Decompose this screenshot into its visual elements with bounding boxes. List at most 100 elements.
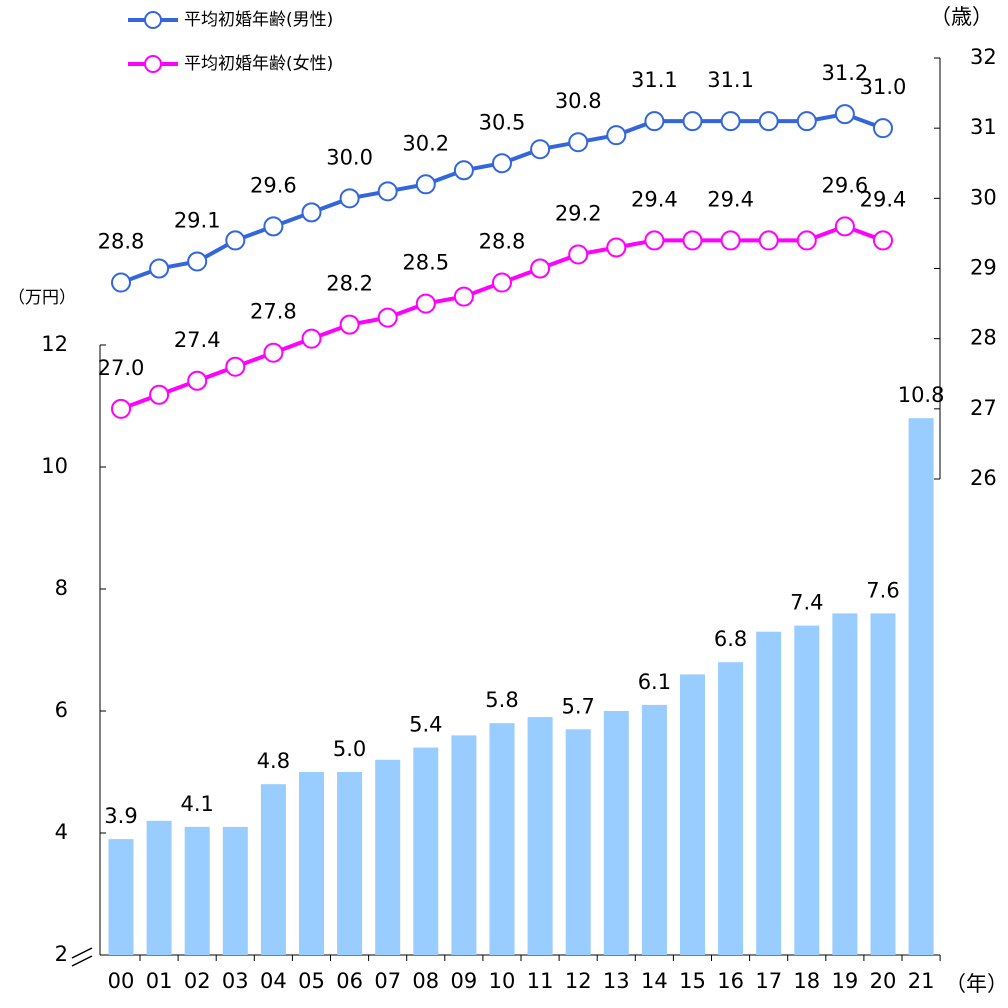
line-marker	[720, 230, 741, 251]
x-tick-label: 04	[260, 969, 287, 993]
x-tick-label: 00	[108, 969, 135, 993]
y-tick-label: 6	[55, 698, 68, 722]
bar	[413, 747, 439, 955]
x-tick-label: 13	[603, 969, 630, 993]
line	[120, 112, 884, 285]
bar	[337, 772, 363, 955]
line-value-label: 31.2	[822, 61, 869, 85]
line-marker	[530, 139, 551, 160]
y2-tick-label: 27	[970, 396, 997, 420]
bar-value-label: 7.4	[790, 591, 823, 615]
line-marker	[682, 111, 703, 132]
line-marker	[187, 370, 208, 391]
bar	[184, 826, 210, 955]
line-value-label: 31.1	[707, 68, 754, 92]
line-value-label: 27.0	[98, 356, 145, 380]
line-marker	[415, 174, 436, 195]
line-value-label: 28.5	[402, 251, 449, 275]
line-value-label: 30.0	[326, 145, 373, 169]
line-marker	[111, 398, 131, 419]
x-tick-label: 21	[908, 969, 935, 993]
bar	[908, 418, 934, 955]
x-tick-label: 15	[679, 969, 706, 993]
line-marker	[225, 230, 246, 251]
bar-value-label: 4.8	[257, 749, 290, 773]
line-marker	[758, 230, 779, 251]
x-tick-label: 14	[641, 969, 668, 993]
bar-value-label: 10.8	[898, 383, 945, 407]
x-tick-label: 11	[527, 969, 554, 993]
x-tick-label: 16	[717, 969, 744, 993]
line-value-label: 31.0	[860, 75, 907, 99]
legend-marker	[144, 55, 162, 73]
bar	[222, 826, 248, 955]
line-value-label: 30.2	[402, 131, 449, 155]
bar	[794, 625, 820, 955]
bar	[489, 723, 515, 955]
y-unit: （万円）	[8, 288, 76, 308]
bar-value-label: 5.4	[409, 713, 442, 737]
line-marker	[682, 230, 703, 251]
bar-value-label: 5.8	[485, 688, 518, 712]
line-value-label: 29.4	[860, 187, 907, 211]
y-tick-label: 10	[41, 454, 68, 478]
y2-tick-label: 32	[970, 45, 997, 69]
line-marker	[758, 111, 779, 132]
line-marker	[492, 153, 512, 174]
legend-marker	[144, 11, 162, 29]
line-value-label: 28.2	[326, 272, 373, 296]
line-marker	[263, 342, 284, 363]
bar	[299, 772, 324, 955]
line-value-label: 29.6	[250, 173, 297, 197]
line-value-label: 27.4	[174, 328, 221, 352]
line-marker	[263, 216, 284, 237]
bar-value-label: 5.0	[333, 737, 366, 761]
bar-value-label: 5.7	[561, 694, 594, 718]
bar	[565, 729, 591, 955]
line-marker	[568, 244, 589, 265]
x-tick-label: 08	[412, 969, 439, 993]
line-value-label: 27.8	[250, 300, 297, 324]
line-marker	[339, 188, 360, 209]
line-marker	[187, 251, 208, 272]
y2-tick-label: 26	[970, 466, 997, 490]
line-marker	[796, 230, 817, 251]
bar	[832, 613, 858, 955]
x-tick-label: 02	[184, 969, 211, 993]
x-tick-label: 09	[451, 969, 478, 993]
line-marker	[720, 111, 741, 132]
line	[120, 224, 884, 411]
line-marker	[149, 258, 170, 279]
y2-tick-label: 30	[970, 185, 997, 209]
line-marker	[377, 307, 398, 328]
x-tick-label: 05	[298, 969, 325, 993]
y2-tick-label: 28	[970, 326, 997, 350]
bar	[641, 704, 667, 955]
bar	[603, 711, 629, 955]
line-marker	[873, 118, 893, 139]
line-marker	[301, 202, 322, 223]
x-tick-label: 07	[374, 969, 401, 993]
bar	[375, 759, 401, 955]
y2-unit: （歳）	[930, 5, 993, 29]
legend-label: 平均初婚年齢(女性)	[184, 54, 333, 74]
line-marker	[492, 272, 512, 293]
y-tick-label: 4	[55, 820, 68, 844]
line-value-label: 30.8	[555, 89, 602, 113]
x-tick-label: 17	[755, 969, 782, 993]
line-marker	[644, 111, 665, 132]
line-marker	[568, 132, 589, 153]
bar	[870, 613, 896, 955]
bar-value-label: 4.1	[180, 792, 213, 816]
line-value-label: 28.8	[98, 230, 145, 254]
bar	[756, 631, 782, 955]
line-marker	[530, 258, 551, 279]
bar	[527, 717, 553, 955]
bar	[146, 820, 172, 955]
x-tick-label: 01	[146, 969, 173, 993]
line-value-label: 29.2	[555, 201, 602, 225]
x-tick-label: 20	[870, 969, 897, 993]
x-tick-label: 12	[565, 969, 592, 993]
x-tick-label: 10	[489, 969, 516, 993]
line-value-label: 29.4	[631, 187, 678, 211]
